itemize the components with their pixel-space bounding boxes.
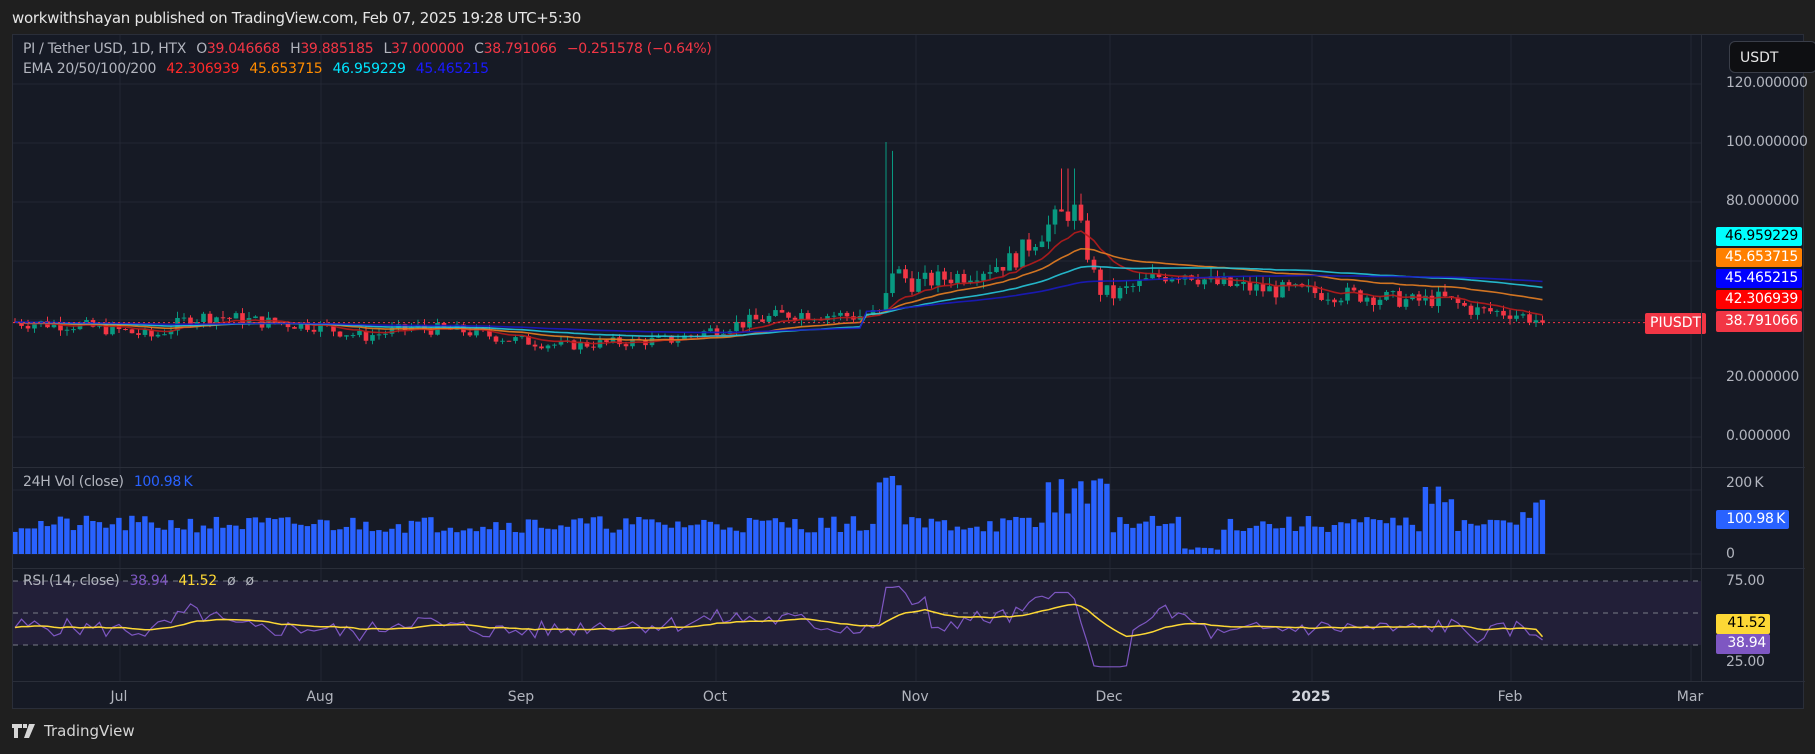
volume-legend: 24H Vol (close) 100.98 K — [23, 474, 198, 490]
rsi-tick: 75.00 — [1726, 573, 1765, 589]
currency-unit-button[interactable]: USDT — [1729, 41, 1815, 73]
rsi-legend: RSI (14, close) 38.94 41.52 ø ø — [23, 573, 260, 589]
footer-branding[interactable]: TradingView — [12, 722, 135, 740]
volume-value: 100.98 K — [133, 474, 193, 490]
ema200-value: 45.465215 — [415, 61, 489, 77]
volume-label[interactable]: 24H Vol (close) — [23, 474, 124, 490]
change-value: −0.251578 (−0.64%) — [566, 41, 712, 57]
rsi-pane[interactable]: RSI (14, close) 38.94 41.52 ø ø — [13, 569, 1701, 681]
price-axis[interactable]: USDT 120.000000 100.000000 80.000000 20.… — [1701, 35, 1815, 467]
price-tick: 20.000000 — [1726, 369, 1800, 385]
ema200-price-tag: 45.465215 — [1716, 269, 1802, 288]
volume-tag: 100.98 K — [1716, 510, 1789, 529]
ema20-price-tag: 42.306939 — [1716, 290, 1802, 309]
volume-tick: 0 — [1726, 546, 1735, 562]
rsi-axis[interactable]: 75.00 41.52 38.94 25.00 — [1701, 569, 1805, 681]
pane-separator[interactable] — [13, 467, 1805, 468]
tradingview-logo-icon — [12, 724, 35, 738]
ema20-value: 42.306939 — [166, 61, 240, 77]
low-value: 37.000000 — [391, 41, 465, 57]
price-pane[interactable]: PI / Tether USD, 1D, HTX O39.046668 H39.… — [13, 35, 1707, 467]
open-value: 39.046668 — [206, 41, 280, 57]
symbol-legend: PI / Tether USD, 1D, HTX O39.046668 H39.… — [23, 41, 712, 57]
high-value: 39.885185 — [300, 41, 374, 57]
close-value: 38.791066 — [483, 41, 557, 57]
ema50-value: 45.653715 — [249, 61, 323, 77]
volume-pane[interactable]: 24H Vol (close) 100.98 K — [13, 468, 1701, 568]
volume-axis[interactable]: 200 K 100.98 K 0 — [1701, 468, 1805, 568]
price-tick: 0.000000 — [1726, 428, 1791, 444]
ema50-price-tag: 45.653715 — [1716, 248, 1802, 267]
pane-separator — [13, 681, 1805, 682]
price-tick: 120.000000 — [1726, 75, 1808, 91]
symbol-title[interactable]: PI / Tether USD, 1D, HTX — [23, 41, 187, 57]
ema-label[interactable]: EMA 20/50/100/200 — [23, 61, 157, 77]
footer-brand-text: TradingView — [44, 722, 135, 740]
publish-line: workwithshayan published on TradingView.… — [12, 9, 582, 27]
pane-separator[interactable] — [13, 568, 1805, 569]
chart-frame[interactable]: PI / Tether USD, 1D, HTX O39.046668 H39.… — [12, 34, 1815, 709]
ema100-value: 46.959229 — [332, 61, 406, 77]
price-chart-canvas[interactable] — [13, 35, 1701, 467]
rsi-ma-value: 41.52 — [178, 573, 217, 589]
rsi-label[interactable]: RSI (14, close) — [23, 573, 120, 589]
rsi-extra-1: ø — [227, 573, 236, 589]
rsi-value: 38.94 — [129, 573, 169, 589]
rsi-tick: 25.00 — [1726, 654, 1765, 670]
last-price-tag: 38.791066 — [1716, 311, 1802, 332]
volume-chart-canvas[interactable] — [13, 468, 1701, 568]
price-tick: 100.000000 — [1726, 134, 1808, 150]
rsi-ma-tag: 41.52 — [1716, 614, 1770, 634]
volume-tick: 200 K — [1726, 475, 1764, 491]
rsi-tag: 38.94 — [1716, 634, 1770, 654]
rsi-extra-2: ø — [245, 573, 254, 589]
price-tick: 80.000000 — [1726, 193, 1800, 209]
ema-legend: EMA 20/50/100/200 42.306939 45.653715 46… — [23, 61, 495, 77]
symbol-price-tag: PIUSDT — [1645, 313, 1707, 334]
rsi-chart-canvas[interactable] — [13, 569, 1701, 681]
ema100-price-tag: 46.959229 — [1716, 227, 1802, 246]
